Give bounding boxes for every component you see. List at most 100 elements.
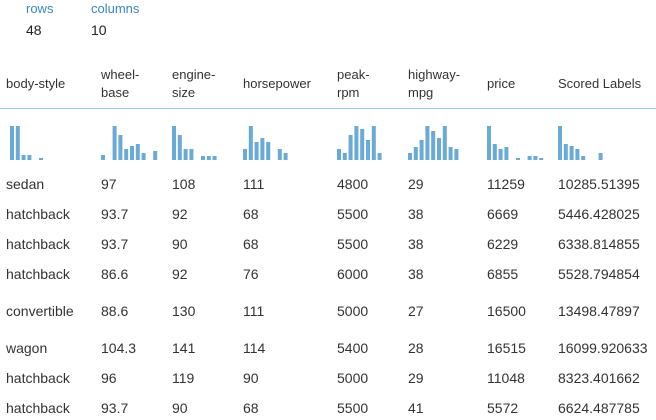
- table-cell-scored-labels: 6338.814855: [558, 236, 640, 252]
- table-cell-body-style: hatchback: [6, 400, 70, 416]
- table-cell-highway-mpg: 41: [408, 400, 424, 416]
- histogram-bar: [10, 126, 14, 160]
- histogram-bar: [124, 149, 129, 160]
- table-cell-body-style: convertible: [6, 303, 74, 319]
- histogram-bar: [419, 140, 424, 160]
- table-cell-body-style: hatchback: [6, 206, 70, 222]
- table-cell-scored-labels: 5446.428025: [558, 206, 640, 222]
- histogram-bar: [112, 126, 117, 160]
- histogram-bar: [118, 135, 123, 160]
- histogram-bar: [454, 149, 459, 160]
- table-cell-body-style: hatchback: [6, 370, 70, 386]
- columns-count: 10: [91, 22, 107, 38]
- histogram-bar: [498, 149, 503, 160]
- histogram-highway-mpg[interactable]: [408, 122, 461, 160]
- header-divider: [0, 108, 656, 109]
- histogram-bar: [492, 144, 497, 160]
- table-cell-horsepower: 111: [243, 303, 265, 319]
- column-header-horsepower[interactable]: horsepower: [243, 76, 311, 91]
- table-cell-peak-rpm: 5500: [337, 400, 369, 416]
- column-header-wheel-base[interactable]: wheel- base: [101, 67, 140, 100]
- histogram-bar: [21, 155, 26, 160]
- column-header-body-style[interactable]: body-style: [6, 76, 66, 91]
- table-cell-scored-labels: 5528.794854: [558, 266, 640, 282]
- table-cell-peak-rpm: 5000: [337, 370, 369, 386]
- histogram-svg: [487, 126, 544, 160]
- table-cell-highway-mpg: 38: [408, 206, 424, 222]
- table-cell-wheel-base: 96: [101, 370, 117, 386]
- histogram-bar: [431, 131, 436, 160]
- histogram-bar: [437, 138, 441, 160]
- histogram-bar: [575, 149, 580, 160]
- table-cell-horsepower: 90: [243, 370, 259, 386]
- histogram-price[interactable]: [487, 122, 545, 160]
- table-cell-highway-mpg: 29: [408, 370, 424, 386]
- histogram-bar: [283, 153, 288, 160]
- histogram-bar: [598, 153, 603, 160]
- table-cell-wheel-base: 93.7: [101, 400, 129, 416]
- histogram-bar: [183, 149, 188, 160]
- histogram-bar: [413, 147, 418, 160]
- histogram-bar: [371, 126, 376, 160]
- histogram-engine-size[interactable]: [172, 122, 219, 160]
- table-cell-peak-rpm: 5500: [337, 206, 369, 222]
- histogram-bar: [248, 126, 253, 160]
- histogram-bar: [206, 156, 211, 160]
- histogram-bar: [516, 158, 520, 160]
- table-cell-horsepower: 76: [243, 266, 259, 282]
- table-cell-wheel-base: 88.6: [101, 303, 129, 319]
- table-cell-wheel-base: 97: [101, 176, 117, 192]
- histogram-bar: [201, 156, 205, 160]
- histogram-bar: [558, 126, 562, 160]
- histogram-bar: [172, 126, 176, 160]
- histogram-bar: [569, 146, 574, 160]
- table-cell-scored-labels: 6624.487785: [558, 400, 640, 416]
- table-cell-price: 16500: [487, 303, 526, 319]
- column-header-price[interactable]: price: [487, 76, 516, 91]
- rows-label: rows: [26, 1, 54, 16]
- histogram-svg: [408, 126, 459, 160]
- table-cell-price: 6229: [487, 236, 519, 252]
- table-cell-peak-rpm: 6000: [337, 266, 369, 282]
- histogram-bar: [177, 135, 182, 160]
- histogram-bar: [539, 158, 544, 160]
- table-cell-engine-size: 90: [172, 236, 188, 252]
- histogram-horsepower[interactable]: [243, 122, 290, 160]
- table-cell-body-style: hatchback: [6, 236, 70, 252]
- histogram-bar: [360, 129, 365, 160]
- histogram-peak-rpm[interactable]: [337, 122, 384, 160]
- column-header-engine-size[interactable]: engine- size: [172, 67, 216, 100]
- histogram-bar: [153, 151, 158, 160]
- column-header-highway-mpg[interactable]: highway- mpg: [408, 67, 461, 100]
- table-cell-scored-labels: 16099.920633: [558, 340, 648, 356]
- table-cell-price: 11048: [487, 370, 525, 386]
- histogram-bar: [254, 142, 259, 160]
- table-cell-engine-size: 108: [172, 176, 196, 192]
- histogram-body-style[interactable]: [10, 122, 45, 160]
- table-cell-wheel-base: 86.6: [101, 266, 129, 282]
- table-cell-body-style: sedan: [6, 176, 45, 192]
- table-cell-horsepower: 111: [243, 176, 265, 192]
- histogram-bar: [260, 138, 265, 160]
- table-cell-peak-rpm: 5000: [337, 303, 369, 319]
- columns-label: columns: [91, 1, 140, 16]
- histogram-bar: [27, 155, 32, 160]
- histogram-bar: [15, 126, 20, 160]
- histogram-bar: [277, 149, 282, 160]
- table-cell-scored-labels: 8323.401662: [558, 370, 640, 386]
- table-cell-wheel-base: 104.3: [101, 340, 137, 356]
- histogram-wheel-base[interactable]: [101, 122, 159, 160]
- table-cell-body-style: hatchback: [6, 266, 70, 282]
- column-header-scored-labels[interactable]: Scored Labels: [558, 76, 642, 91]
- table-cell-highway-mpg: 38: [408, 266, 424, 282]
- histogram-scored-labels[interactable]: [558, 122, 605, 160]
- column-header-peak-rpm[interactable]: peak- rpm: [337, 67, 370, 100]
- histogram-bar: [130, 146, 134, 160]
- histogram-bar: [243, 149, 247, 160]
- table-cell-scored-labels: 13498.47897: [558, 303, 640, 319]
- table-cell-price: 5572: [487, 400, 519, 416]
- histogram-bar: [487, 126, 491, 160]
- table-cell-body-style: wagon: [6, 340, 48, 356]
- table-cell-engine-size: 92: [172, 266, 188, 282]
- histogram-svg: [337, 126, 382, 160]
